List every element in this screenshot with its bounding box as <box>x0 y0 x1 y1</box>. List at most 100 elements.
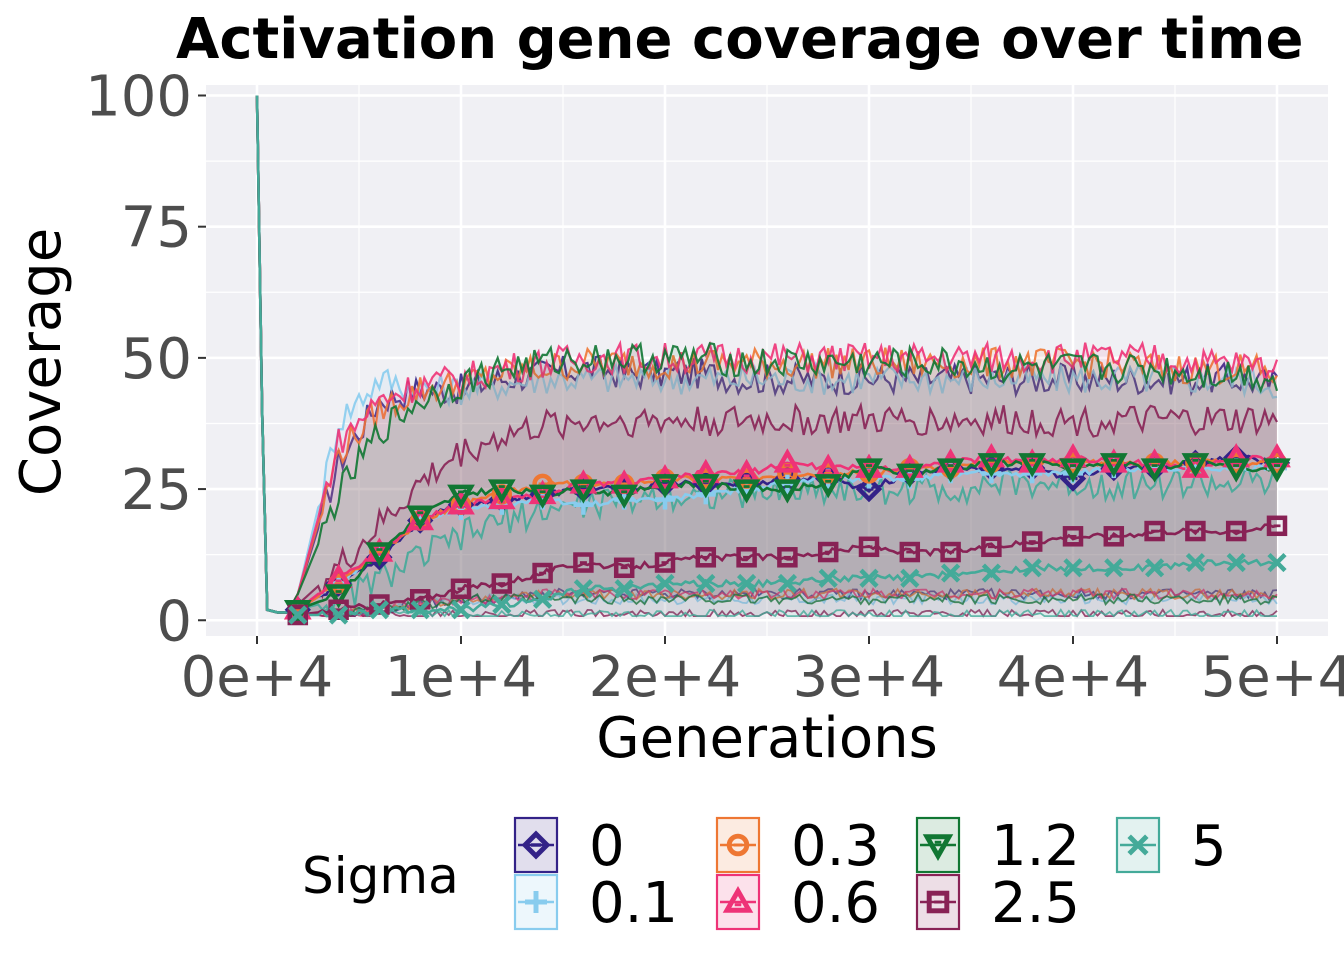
legend-label: 2.5 <box>991 871 1080 936</box>
chart-title: Activation gene coverage over time <box>176 7 1304 72</box>
data-point-sigma-5 <box>981 563 1001 583</box>
data-point-sigma-5 <box>737 573 757 594</box>
data-point-sigma-5 <box>451 600 471 620</box>
x-tick-label: 1e+4 <box>385 645 538 710</box>
legend-item-0: 0 <box>513 814 625 879</box>
data-point-sigma-2.5 <box>1266 515 1288 537</box>
data-point-sigma-2.5 <box>940 541 961 563</box>
data-point-sigma-0 <box>855 475 883 503</box>
legend-label: 0.6 <box>791 871 880 936</box>
x-tick-label: 0e+4 <box>181 645 334 710</box>
data-point-sigma-2.5 <box>695 547 717 568</box>
legend-key-marker <box>525 891 547 913</box>
data-point-sigma-2.5 <box>817 541 839 563</box>
data-point-sigma-2.5 <box>1225 520 1247 542</box>
data-point-sigma-5 <box>288 605 308 625</box>
legend-item-0.3: 0.3 <box>715 814 880 879</box>
y-tick-label: 100 <box>85 64 192 129</box>
ribbon-sigma-0 <box>257 95 1277 617</box>
data-point-sigma-2.5 <box>981 536 1002 558</box>
data-point-sigma-5 <box>1022 558 1042 578</box>
data-point-sigma-1.2 <box>895 463 924 488</box>
legend-label: 0.1 <box>589 871 678 936</box>
data-point-sigma-1.2 <box>528 484 557 509</box>
data-point-sigma-1.2 <box>1140 458 1169 483</box>
data-point-sigma-5 <box>1063 558 1083 578</box>
data-point-sigma-2.5 <box>777 547 798 568</box>
data-point-sigma-1.2 <box>855 458 883 483</box>
data-point-sigma-5 <box>369 600 389 620</box>
data-point-sigma-5 <box>329 605 349 625</box>
data-point-sigma-5 <box>1226 552 1246 573</box>
data-point-sigma-2.5 <box>573 552 594 573</box>
data-point-sigma-1.2 <box>1018 453 1047 478</box>
data-point-sigma-1.2 <box>732 479 761 504</box>
ribbons <box>255 95 1279 620</box>
y-tick-label: 75 <box>121 196 192 261</box>
lower-line-sigma-0.3 <box>256 95 1278 618</box>
data-point-sigma-1.2 <box>365 542 394 567</box>
y-tick-label: 0 <box>156 589 192 654</box>
legend-item-5: 5 <box>1115 814 1227 879</box>
legend-label: 1.2 <box>991 814 1080 879</box>
data-point-sigma-1.2 <box>936 458 965 483</box>
data-point-sigma-2.5 <box>613 557 635 579</box>
data-point-sigma-1.2 <box>487 479 516 504</box>
data-point-sigma-1.2 <box>1099 453 1128 478</box>
data-point-sigma-2.5 <box>1021 531 1043 552</box>
data-point-sigma-1.2 <box>691 474 720 499</box>
data-point-sigma-5 <box>941 563 961 583</box>
legend-key-marker <box>926 890 950 914</box>
data-point-sigma-1.2 <box>773 479 802 504</box>
ribbon-sigma-2.5 <box>257 95 1277 617</box>
y-axis: 0 25 50 75 100 <box>85 64 206 654</box>
data-point-sigma-5 <box>859 568 879 588</box>
upper-line-sigma-1.2 <box>255 95 1279 614</box>
data-point-sigma-2.5 <box>899 541 921 563</box>
data-point-sigma-1.2 <box>324 584 353 609</box>
legend-key-marker <box>722 886 754 913</box>
y-tick-label: 25 <box>121 458 192 523</box>
data-point-sigma-5 <box>818 568 838 588</box>
ribbon-sigma-1.2 <box>257 95 1277 617</box>
data-point-sigma-1.2 <box>1222 458 1251 483</box>
data-point-sigma-5 <box>573 579 593 599</box>
legend-item-1.2: 1.2 <box>915 814 1080 879</box>
data-point-sigma-1.2 <box>1059 458 1087 483</box>
data-point-sigma-1.2 <box>814 474 843 499</box>
data-point-sigma-5 <box>1185 552 1205 573</box>
legend-key-marker <box>1127 834 1149 856</box>
data-point-sigma-5 <box>533 589 553 609</box>
y-axis-title: Coverage <box>9 228 74 496</box>
x-tick-label: 4e+4 <box>997 645 1150 710</box>
ribbon-sigma-5 <box>257 95 1277 617</box>
data-point-sigma-2.5 <box>491 573 513 594</box>
data-point-sigma-5 <box>655 573 675 594</box>
data-point-sigma-5 <box>614 579 634 599</box>
x-axis: 0e+4 1e+4 2e+4 3e+4 4e+4 5e+4 <box>181 636 1344 710</box>
data-point-sigma-1.2 <box>1181 453 1210 478</box>
x-tick-label: 5e+4 <box>1201 645 1344 710</box>
legend-label: 0.3 <box>791 814 880 879</box>
data-point-sigma-5 <box>410 600 430 620</box>
legend: 00.1 0.30.6 1.22.5 5 <box>513 814 1227 936</box>
y-tick-label: 50 <box>121 327 192 392</box>
upper-line-sigma-0.1 <box>255 95 1278 614</box>
data-point-sigma-1.2 <box>406 505 435 530</box>
data-point-sigma-1.2 <box>447 484 475 509</box>
lower-line-sigma-5 <box>256 95 1277 618</box>
legend-key-marker <box>521 830 551 860</box>
data-point-sigma-2.5 <box>1144 520 1165 542</box>
x-tick-label: 2e+4 <box>589 645 742 710</box>
data-point-sigma-5 <box>1104 558 1124 578</box>
data-point-sigma-2.5 <box>1103 526 1125 547</box>
series-markers <box>283 443 1291 626</box>
data-point-sigma-1.2 <box>610 484 639 509</box>
ribbon-sigma-0.3 <box>257 95 1277 617</box>
x-axis-title: Generations <box>596 706 938 771</box>
legend-item-0.1: 0.1 <box>513 871 678 936</box>
data-point-sigma-5 <box>777 573 797 594</box>
ribbon-sigma-0.1 <box>257 95 1277 617</box>
lower-line-sigma-1.2 <box>256 95 1278 617</box>
